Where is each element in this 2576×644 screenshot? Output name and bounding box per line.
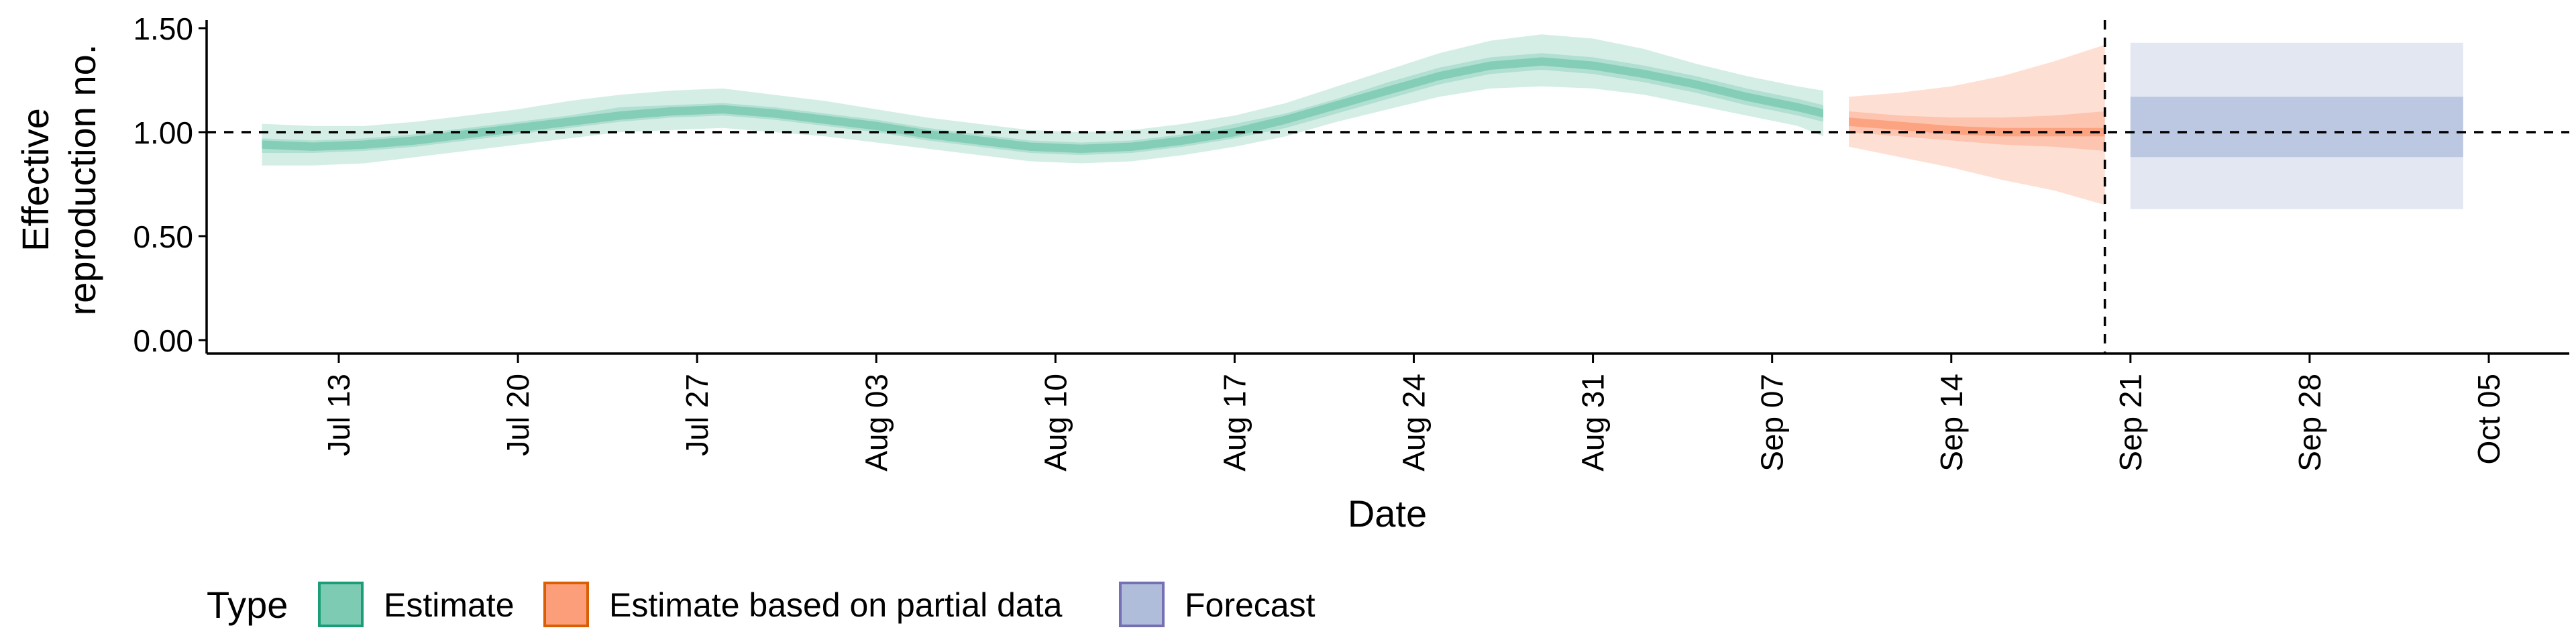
y-axis-title: Effective reproduction no. [14, 44, 103, 316]
y-axis-title-line: Effective [14, 108, 56, 252]
legend: Type Estimate Estimate based on partial da… [207, 582, 1316, 627]
x-tick-label: Jul 27 [680, 374, 714, 456]
legend-key-3 [1119, 582, 1165, 627]
x-tick-label: Jul 13 [321, 374, 356, 456]
estimate-band-90 [262, 34, 1823, 166]
x-tick-label: Aug 31 [1576, 374, 1611, 472]
y-tick-label: 1.00 [133, 115, 193, 150]
x-tick-label: Sep 14 [1934, 374, 1969, 472]
x-tick-label: Sep 28 [2292, 374, 2327, 472]
y-tick-label: 0.50 [133, 219, 193, 254]
estimate-median-band [262, 57, 1823, 154]
legend-label-1: Estimate [384, 586, 515, 624]
forecast-band-90 [2130, 42, 2463, 209]
legend-label-2: Estimate based on partial data [609, 586, 1063, 624]
x-axis-title: Date [1348, 492, 1427, 535]
forecast-band-50 [2130, 97, 2463, 158]
axes: 0.00 0.50 1.00 1.50 Jul 13 Jul 20 Jul 27 Aug 03… [14, 11, 2569, 535]
legend-key-2 [543, 582, 589, 627]
x-tick-label: Aug 17 [1217, 374, 1252, 472]
y-tick-label: 1.50 [133, 11, 193, 46]
x-tick-label: Oct 05 [2471, 374, 2506, 465]
x-tick-label: Aug 10 [1038, 374, 1073, 472]
x-tick-label: Sep 21 [2113, 374, 2148, 472]
y-axis-title-line: reproduction no. [61, 44, 103, 316]
x-tick-label: Aug 03 [859, 374, 894, 472]
legend-title: Type [207, 584, 288, 626]
x-tick-label: Jul 20 [500, 374, 535, 456]
estimate-based-on-partial-data-band-90 [1849, 44, 2105, 205]
legend-label-3: Forecast [1185, 586, 1316, 624]
legend-key-1 [318, 582, 364, 627]
x-tick-label: Aug 24 [1397, 374, 1432, 472]
credible-interval-bands [262, 34, 2463, 209]
reference-lines [207, 20, 2569, 354]
x-tick-label: Sep 07 [1755, 374, 1790, 472]
y-tick-label: 0.00 [133, 323, 193, 358]
